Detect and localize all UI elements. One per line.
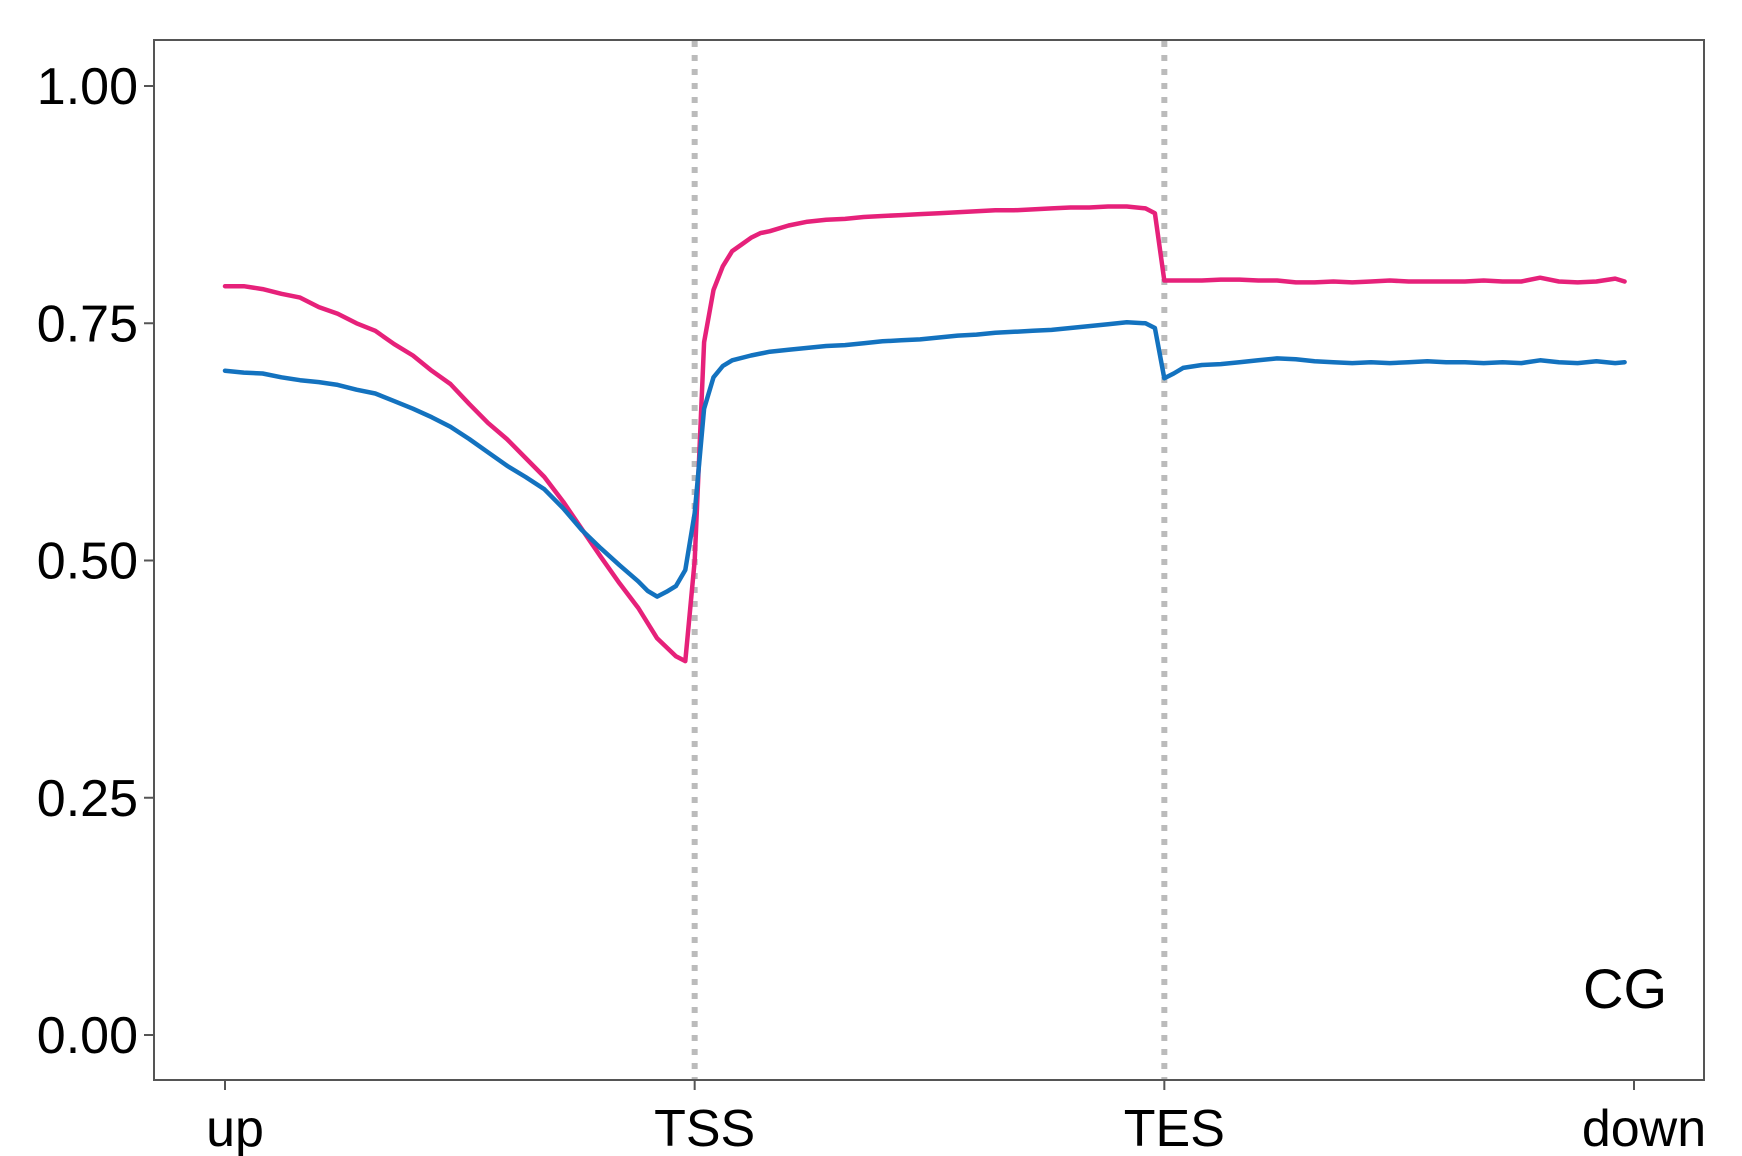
y-axis: 0.00 0.25 0.50 0.75 1.00 bbox=[37, 58, 154, 1065]
series-line-0 bbox=[222, 204, 1627, 664]
series-line-1 bbox=[222, 320, 1627, 599]
x-tick-label: up bbox=[206, 1100, 264, 1156]
x-tick-label: TES bbox=[1124, 1100, 1225, 1156]
x-axis: up TSS TES down bbox=[206, 1080, 1706, 1156]
x-tick-label: down bbox=[1582, 1100, 1706, 1156]
y-tick-label: 0.25 bbox=[37, 770, 138, 828]
x-tick-label: TSS bbox=[654, 1100, 755, 1156]
y-tick-label: 0.50 bbox=[37, 533, 138, 591]
panel-label: CG bbox=[1583, 957, 1667, 1020]
y-tick-label: 0.75 bbox=[37, 295, 138, 353]
plot-panel bbox=[153, 39, 1705, 1081]
series-lines bbox=[222, 204, 1627, 664]
y-tick-label: 1.00 bbox=[37, 58, 138, 116]
y-tick-label: 0.00 bbox=[37, 1007, 138, 1065]
